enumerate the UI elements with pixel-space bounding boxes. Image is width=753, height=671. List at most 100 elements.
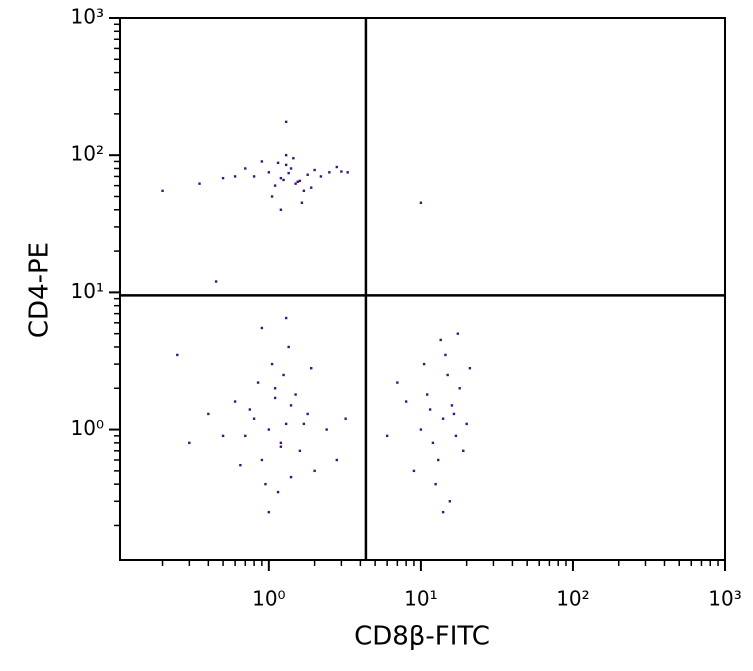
dot — [300, 201, 304, 204]
dot — [276, 161, 280, 165]
dot — [302, 189, 306, 193]
dot — [267, 510, 271, 514]
dot — [284, 422, 288, 426]
dot — [428, 408, 432, 411]
dot — [294, 393, 297, 396]
dot — [276, 490, 280, 494]
dot — [198, 182, 201, 185]
dot — [244, 434, 247, 438]
dot — [279, 445, 283, 448]
dot — [289, 167, 293, 170]
y-tick-label: 10⁰ — [71, 416, 104, 440]
dot — [419, 428, 423, 431]
dot — [456, 332, 460, 335]
dot — [335, 458, 339, 462]
dot — [444, 353, 447, 357]
dot — [328, 171, 331, 174]
dot — [239, 463, 242, 467]
dot — [252, 175, 256, 178]
dot — [233, 400, 237, 403]
dot — [287, 345, 290, 349]
dot — [221, 176, 225, 180]
dot — [292, 157, 295, 160]
dot — [335, 165, 339, 169]
dot — [176, 353, 179, 357]
dot — [396, 381, 399, 384]
dot — [279, 176, 283, 180]
dot — [267, 428, 271, 431]
dot — [310, 186, 313, 189]
dot — [434, 482, 437, 486]
dot — [284, 316, 288, 320]
dot — [306, 412, 309, 416]
dot — [282, 373, 285, 377]
dot — [296, 180, 299, 183]
dot — [446, 373, 449, 377]
dot — [468, 367, 472, 370]
x-tick-label: 10¹ — [404, 587, 437, 611]
dot — [260, 326, 264, 330]
dot — [412, 469, 416, 473]
x-tick-label: 10³ — [708, 587, 741, 611]
dot — [284, 163, 288, 167]
dot — [458, 387, 461, 390]
dot — [310, 367, 313, 370]
dot — [279, 441, 283, 445]
dot — [465, 422, 468, 426]
dot — [313, 469, 316, 473]
dot — [267, 171, 271, 174]
dot — [404, 400, 408, 403]
dot — [419, 201, 423, 204]
dot — [454, 434, 458, 438]
plot-frame — [119, 17, 726, 561]
dot — [439, 338, 442, 342]
dot — [431, 441, 435, 445]
dot — [346, 171, 349, 174]
dot — [279, 208, 283, 211]
dot — [450, 404, 454, 407]
dot — [260, 458, 264, 462]
dot — [248, 408, 252, 411]
dot — [448, 500, 452, 503]
dot — [273, 396, 277, 400]
dot — [221, 434, 225, 438]
dot — [284, 153, 288, 157]
dot — [214, 280, 218, 283]
dot — [437, 458, 440, 462]
dot — [385, 434, 389, 438]
dot — [260, 160, 264, 163]
dot — [294, 182, 297, 185]
dot — [340, 170, 343, 173]
dot — [284, 120, 288, 124]
dot — [306, 173, 309, 176]
dot — [289, 475, 293, 479]
dot — [270, 195, 274, 198]
dot — [244, 167, 247, 170]
y-tick-label: 10³ — [71, 5, 104, 29]
dot — [462, 449, 465, 453]
dot — [273, 387, 277, 390]
dot — [188, 441, 191, 445]
x-tick-label: 10⁰ — [252, 587, 285, 611]
x-axis-label: CD8β-FITC — [354, 622, 490, 652]
dot — [207, 412, 210, 416]
x-tick-label: 10² — [556, 587, 589, 611]
dot — [422, 362, 426, 366]
dot — [313, 168, 316, 172]
dot — [298, 179, 302, 183]
dot — [441, 510, 445, 514]
dot — [425, 393, 429, 396]
dot — [273, 184, 277, 187]
dot — [302, 422, 306, 426]
dot — [282, 178, 285, 182]
dot — [452, 412, 456, 416]
dot — [441, 417, 445, 420]
dot — [270, 362, 274, 366]
dot — [256, 381, 260, 384]
dot — [233, 175, 237, 178]
dot — [161, 189, 164, 193]
dot — [319, 175, 323, 178]
dot — [287, 171, 290, 175]
dot — [344, 417, 347, 420]
